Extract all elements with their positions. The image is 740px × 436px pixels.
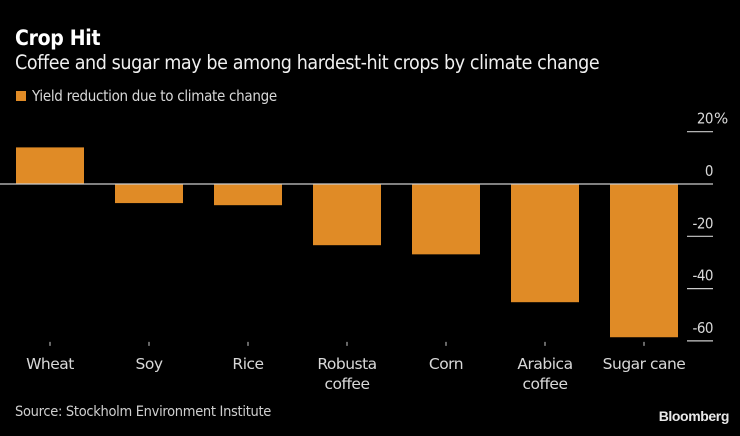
bar [16,147,84,184]
y-tick-label: -20 [692,214,713,232]
bloomberg-logo: Bloomberg [658,408,730,424]
y-axis: %20 0 -20 -40 -60 [687,110,729,342]
x-tick-label: Robusta [317,355,376,373]
legend: Yield reduction due to climate change [16,87,277,105]
legend-label: Yield reduction due to climate change [32,87,277,105]
y-tick-label: -40 [692,267,713,285]
y-tick-label: 20 [697,110,713,128]
x-tick-label: Soy [136,355,163,373]
x-axis: Wheat Soy Rice Robusta coffee Corn Arabica coff… [26,341,686,393]
bar [610,184,678,338]
x-tick-label: Corn [429,355,463,373]
bar [313,184,381,246]
x-tick-label: Sugar cane [603,355,686,373]
y-tick-unit: % [714,110,728,128]
bar [412,184,480,255]
x-tick-label: coffee [523,375,568,393]
chart-subtitle: Coffee and sugar may be among hardest-hi… [15,51,600,74]
y-tick-label: -60 [692,319,713,337]
legend-swatch [16,91,26,101]
bar [511,184,579,303]
bar [115,184,183,204]
x-tick-label: Rice [232,355,263,373]
x-tick-label: Arabica [517,355,572,373]
bars-group [16,147,678,338]
x-tick-label: Wheat [26,355,74,373]
chart-title: Crop Hit [15,26,101,50]
bar [214,184,282,206]
source-note: Source: Stockholm Environment Institute [15,404,272,420]
y-tick-label: 0 [705,162,713,180]
x-tick-label: coffee [325,375,370,393]
